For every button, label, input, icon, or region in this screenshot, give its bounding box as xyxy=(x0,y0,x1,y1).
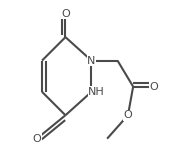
Text: O: O xyxy=(123,110,132,120)
Text: O: O xyxy=(61,9,70,19)
Text: O: O xyxy=(33,134,41,144)
Text: N: N xyxy=(87,56,96,66)
Text: O: O xyxy=(150,82,158,92)
Text: NH: NH xyxy=(88,87,105,97)
